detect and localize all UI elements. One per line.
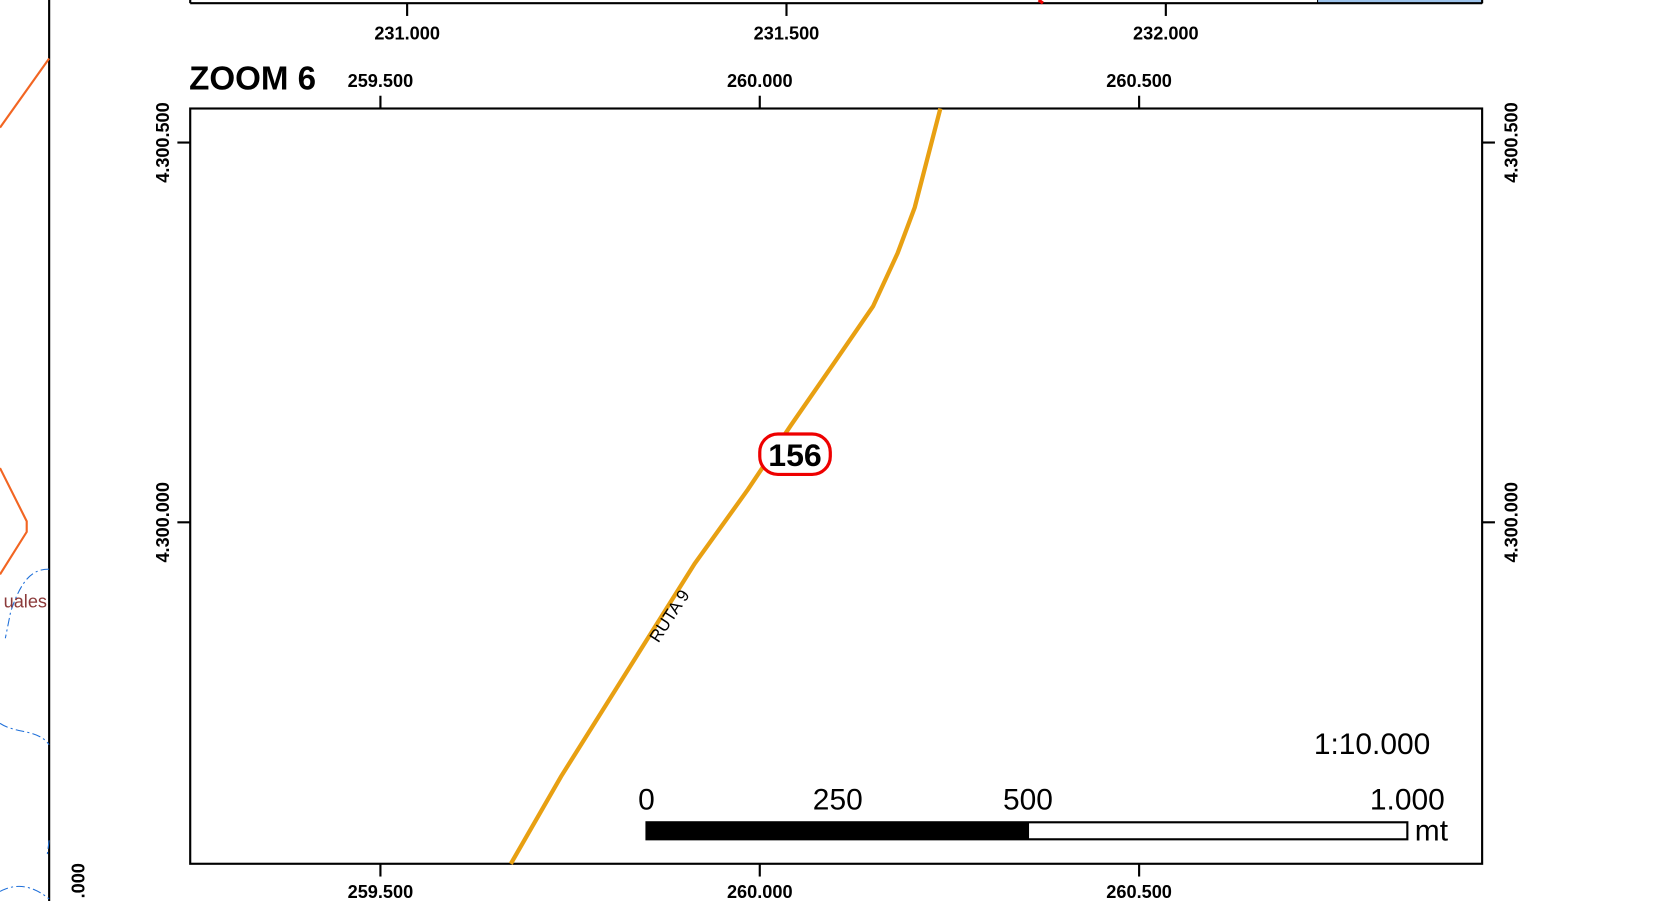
- road-shield-label: 156: [768, 437, 821, 473]
- scale-bar-fill: [646, 822, 1030, 840]
- tick-label: 260.000: [727, 71, 793, 91]
- scale-label: 1.000: [1370, 784, 1445, 817]
- scale-text: 1:10.000: [1314, 728, 1430, 761]
- zoom-title: ZOOM 6: [189, 60, 316, 97]
- road: [508, 107, 943, 865]
- tick-label: 259.500: [348, 882, 414, 901]
- tick-label: 231.500: [754, 23, 820, 43]
- scale-label: 250: [813, 784, 863, 817]
- scale-label: 0: [638, 784, 655, 817]
- tick-label: 260.500: [1106, 71, 1172, 91]
- tick-label: 260.000: [727, 882, 793, 901]
- tick-label: 231.000: [374, 23, 440, 43]
- tick-label: 232.000: [1133, 23, 1199, 43]
- tick-label: 4.300.000: [153, 482, 173, 562]
- axis-label: .000: [68, 863, 88, 898]
- scale-label: 500: [1003, 784, 1053, 817]
- left-map: uales .000: [0, 0, 88, 901]
- tick-label: 4.300.500: [1501, 102, 1521, 182]
- scale-unit: mt: [1415, 814, 1449, 847]
- tick-label: 4.300.500: [153, 102, 173, 182]
- tick-label: 259.500: [348, 71, 414, 91]
- upper-map: 231.000 231.500 232.000: [189, 0, 1484, 43]
- tick-label: 4.300.000: [1501, 482, 1521, 562]
- zoom-map: ZOOM 6 259.500 260.000 260.500 259.500 2…: [153, 60, 1522, 901]
- tick-label: 260.500: [1106, 882, 1172, 901]
- place-label: uales: [4, 591, 47, 611]
- road-shield: [758, 432, 832, 477]
